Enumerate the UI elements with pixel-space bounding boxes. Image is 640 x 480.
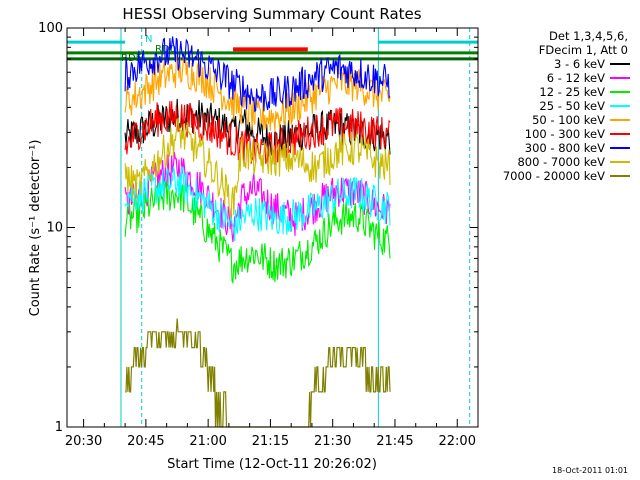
legend-header-line-1: Det 1,3,4,5,6, xyxy=(549,29,628,43)
chart-title: HESSI Observing Summary Count Rates xyxy=(122,5,421,23)
series-25-50kev xyxy=(124,165,391,242)
legend-swatch xyxy=(610,119,630,121)
series-50-100kev xyxy=(124,55,391,132)
legend-label: 3 - 6 keV xyxy=(554,57,605,71)
axes-layer: 1 10 100 20:30 20:45 21:00 21:15 21:30 21:45 22:0… xyxy=(38,21,479,449)
legend-swatch xyxy=(610,161,630,163)
legend-swatch xyxy=(610,77,630,79)
legend-label: 100 - 300 keV xyxy=(524,127,605,141)
x-tick-label-3: 21:15 xyxy=(252,434,289,449)
legend-item-6: 300 - 800 keV xyxy=(478,141,634,155)
flag-label-rd0: RD0 xyxy=(155,44,176,55)
legend-label: 12 - 25 keV xyxy=(539,85,605,99)
x-tick-label-1: 20:45 xyxy=(127,434,164,449)
legend-label: 25 - 50 keV xyxy=(539,99,605,113)
x-axis-label: Start Time (12-Oct-11 20:26:02) xyxy=(167,457,377,472)
legend-swatch xyxy=(610,105,630,107)
legend-swatch xyxy=(610,63,630,65)
legend-label: 800 - 7000 keV xyxy=(517,155,605,169)
x-tick-label-2: 21:00 xyxy=(189,434,226,449)
timestamp: 18-Oct-2011 01:01 xyxy=(552,466,628,475)
x-tick-label-4: 21:30 xyxy=(314,434,351,449)
legend-item-5: 100 - 300 keV xyxy=(478,127,634,141)
y-tick-label-2: 100 xyxy=(38,21,63,36)
legend: Det 1,3,4,5,6, FDecim 1, Att 0 3 - 6 keV… xyxy=(478,29,634,183)
legend-label: 300 - 800 keV xyxy=(524,141,605,155)
legend-swatch xyxy=(610,175,630,177)
legend-swatch xyxy=(610,91,630,93)
series-300-800kev xyxy=(124,36,391,113)
x-tick-label-5: 21:45 xyxy=(376,434,413,449)
saa-gap-bar xyxy=(233,47,308,52)
legend-item-0: 3 - 6 keV xyxy=(478,57,634,71)
series-12-25kev xyxy=(124,178,391,285)
legend-label: 50 - 100 keV xyxy=(532,113,605,127)
legend-item-2: 12 - 25 keV xyxy=(478,85,634,99)
series-7000-20000kev xyxy=(125,318,391,428)
legend-item-1: 6 - 12 keV xyxy=(478,71,634,85)
legend-label: 6 - 12 keV xyxy=(546,71,605,85)
legend-item-8: 7000 - 20000 keV xyxy=(478,169,634,183)
legend-item-7: 800 - 7000 keV xyxy=(478,155,634,169)
x-tick-label-0: 20:30 xyxy=(65,434,102,449)
legend-swatch xyxy=(610,133,630,135)
series-6-12kev xyxy=(124,152,391,243)
y-axis-label: Count Rate (s⁻¹ detector⁻¹) xyxy=(28,140,43,317)
legend-label: 7000 - 20000 keV xyxy=(502,169,605,183)
legend-header-line-2: FDecim 1, Att 0 xyxy=(538,43,628,57)
legend-item-4: 50 - 100 keV xyxy=(478,113,634,127)
flag-label-n: N xyxy=(145,34,152,45)
series-800-7000kev xyxy=(124,118,391,219)
series-3-6kev xyxy=(124,98,391,157)
legend-item-3: 25 - 50 keV xyxy=(478,99,634,113)
legend-swatch xyxy=(610,147,630,149)
x-tick-label-6: 22:00 xyxy=(439,434,476,449)
series-100-300kev xyxy=(124,101,391,166)
y-tick-label-0: 1 xyxy=(55,420,63,435)
flag-label-rd5: RD5 xyxy=(121,53,142,64)
y-tick-label-1: 10 xyxy=(46,221,63,236)
